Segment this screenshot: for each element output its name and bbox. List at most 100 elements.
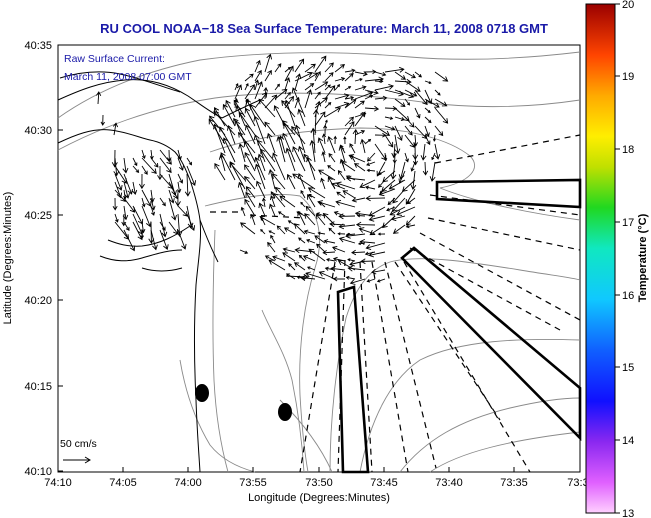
current-vector [294,124,306,154]
current-vector [298,254,306,262]
current-vector [314,81,329,91]
colorbar-tick-label: 15 [622,362,634,374]
current-vector [377,232,386,236]
current-vector [174,189,181,207]
current-vector [123,221,130,232]
buoy-marker [278,403,292,421]
current-vector [177,205,188,217]
current-vector [351,249,366,256]
current-vector [306,156,316,181]
current-vector [277,211,286,217]
current-vector [394,134,401,155]
current-vector [254,92,268,109]
current-vector [376,278,386,283]
current-vector [394,71,407,80]
current-vector [268,230,276,235]
current-vector [368,251,386,258]
current-vector [214,162,226,181]
current-vector [235,105,246,127]
current-vector [314,71,321,82]
current-vector [314,235,326,244]
current-vector [132,157,138,167]
current-vector [244,198,256,217]
current-vector [294,58,305,73]
current-vector [314,55,327,73]
current-vector [282,247,296,253]
current-vector [159,197,166,207]
current-vector [150,205,156,216]
y-tick-label: 40:20 [24,295,52,307]
current-vector [297,210,306,226]
current-vector [260,228,266,235]
x-axis-label: Longitude (Degrees:Minutes) [248,492,390,504]
current-vector [335,181,356,190]
current-vector [272,152,286,181]
current-vector [281,120,296,136]
current-vector [384,125,396,131]
current-vector [300,201,306,208]
current-vector [326,257,336,262]
current-vector [258,202,266,217]
current-vector [276,135,286,163]
current-vector [279,195,296,208]
current-vector [240,206,246,217]
current-vector [354,85,367,91]
current-vector [269,195,276,208]
current-vector [141,165,148,175]
current-vector [384,134,394,148]
current-vector [272,255,286,262]
current-vector [322,250,336,256]
current-vector [366,168,376,173]
current-vector [150,229,158,251]
radar-beam-lines [210,134,581,473]
current-vector [238,143,246,163]
current-vector [292,173,316,190]
current-vector [424,98,440,108]
y-tick-label: 40:10 [24,466,52,478]
current-vector [424,89,433,105]
x-tick-label: 73:45 [370,477,398,489]
current-vector [253,115,266,145]
current-vector [245,124,256,145]
current-vector [352,128,359,145]
current-vector [424,80,432,84]
current-vector [244,83,249,91]
current-vector [186,165,197,187]
current-vector [304,63,316,73]
current-vector [139,173,145,190]
current-vector [321,133,327,145]
current-vector [434,125,444,137]
current-vector [432,134,436,142]
current-vector [374,83,394,91]
colorbar-tick-label: 19 [622,71,634,83]
current-vector [349,278,366,285]
coastline [57,71,261,473]
current-vector [257,139,276,163]
current-vector [320,177,326,190]
colorbar-tick-label: 14 [622,435,634,447]
current-vector [114,173,123,191]
current-vector [364,185,376,190]
current-vector [283,227,296,235]
current-vector [297,172,306,190]
current-vector [357,242,366,246]
current-vector [266,132,276,154]
current-vector [269,203,276,217]
current-vector [132,165,140,174]
current-vector [364,94,374,100]
current-vector [314,91,321,100]
current-vector [213,110,236,136]
current-vector [305,271,326,280]
current-vector [365,195,386,202]
current-vector [268,259,286,271]
current-vector [410,170,417,190]
current-vector [254,59,261,73]
current-vector [374,95,388,101]
current-vector [404,152,409,163]
current-vector [424,116,432,124]
current-vector [159,213,168,238]
current-vector [406,197,416,205]
current-vector [285,147,296,172]
current-vector [337,169,346,181]
current-vector [340,161,356,172]
